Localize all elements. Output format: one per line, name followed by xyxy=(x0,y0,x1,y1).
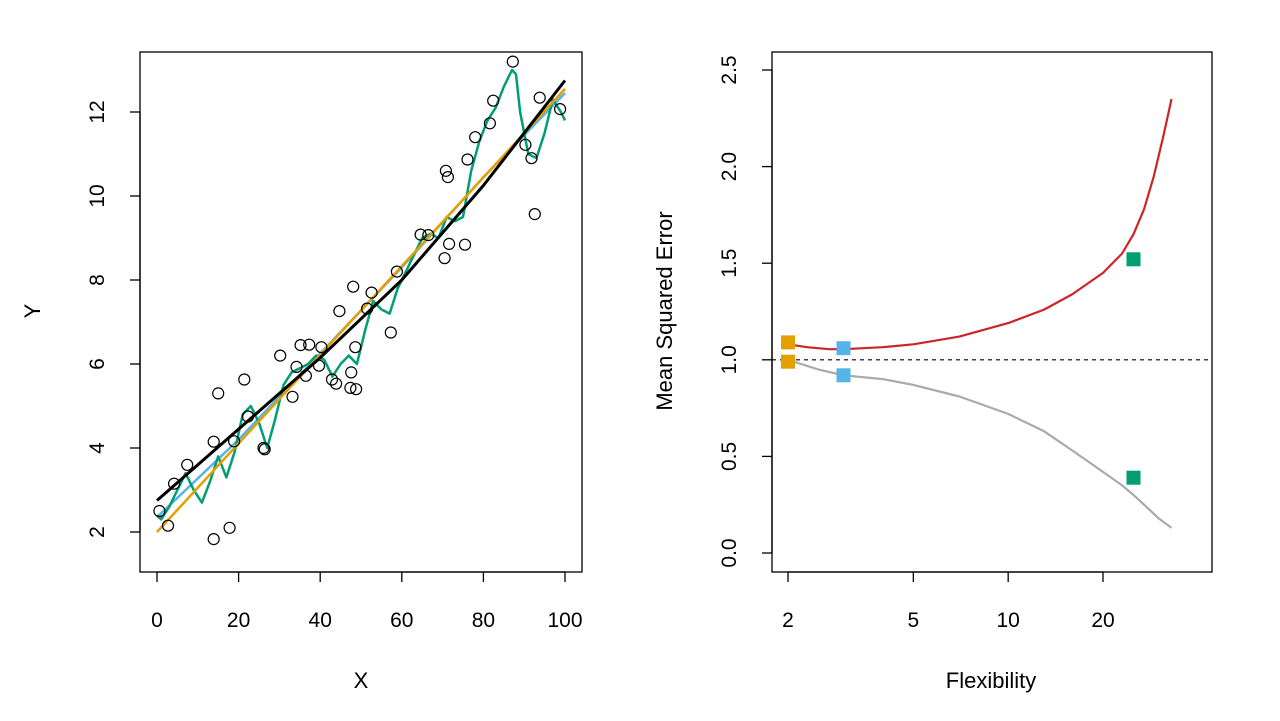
data-point xyxy=(443,237,456,250)
data-point xyxy=(207,532,220,546)
data-point xyxy=(290,360,303,373)
right-x-axis-label: Flexibility xyxy=(946,668,1036,693)
data-point xyxy=(315,341,328,354)
true-function-line xyxy=(156,79,567,502)
left-x-tick-label: 40 xyxy=(309,609,332,632)
data-point xyxy=(528,208,541,221)
right-y-tick-label: 0.0 xyxy=(718,538,741,567)
data-point xyxy=(330,377,343,390)
test-mse-curve xyxy=(787,98,1173,351)
data-point xyxy=(525,152,538,165)
data-point xyxy=(414,228,427,241)
square-marker xyxy=(836,368,851,383)
square-marker xyxy=(1126,252,1141,267)
data-point xyxy=(361,302,374,315)
data-point xyxy=(365,286,378,299)
data-point xyxy=(294,339,307,352)
right-y-tick-label: 2.0 xyxy=(718,152,741,181)
data-point xyxy=(347,280,360,293)
data-point xyxy=(274,349,287,362)
right-y-tick-label: 2.5 xyxy=(718,55,741,84)
data-point xyxy=(345,366,358,379)
data-point xyxy=(469,131,482,144)
data-point xyxy=(519,138,532,151)
data-point xyxy=(344,381,357,394)
data-point xyxy=(350,383,363,396)
data-point xyxy=(533,91,546,104)
right-x-tick-label: 20 xyxy=(1091,609,1114,632)
data-point xyxy=(438,252,451,265)
data-point xyxy=(257,441,270,455)
right-y-tick-label: 0.5 xyxy=(718,442,741,471)
square-marker xyxy=(781,335,795,350)
left-y-tick-label: 12 xyxy=(86,100,109,123)
data-point xyxy=(461,153,474,166)
left-y-tick-label: 4 xyxy=(86,442,109,454)
left-x-tick-label: 80 xyxy=(472,609,495,632)
square-marker xyxy=(1126,470,1141,485)
left-x-axis-label: X xyxy=(354,668,369,693)
data-point xyxy=(441,171,454,184)
data-point xyxy=(286,390,299,403)
right-x-tick-label: 5 xyxy=(908,609,920,632)
left-y-tick-label: 8 xyxy=(86,274,109,286)
data-point xyxy=(153,504,166,518)
data-point xyxy=(349,341,362,354)
data-point xyxy=(487,94,500,107)
square-marker xyxy=(781,354,795,369)
data-point xyxy=(422,229,435,242)
right-x-tick-label: 2 xyxy=(782,609,794,632)
left-x-tick-label: 100 xyxy=(547,609,582,632)
left-x-tick-label: 60 xyxy=(390,609,413,632)
data-point xyxy=(506,55,519,68)
left-y-axis-label: Y xyxy=(20,303,45,318)
left-y-tick-label: 6 xyxy=(86,358,109,370)
data-point xyxy=(161,519,175,532)
right-plot-frame xyxy=(771,51,1213,573)
data-point xyxy=(228,435,241,448)
data-point xyxy=(439,164,452,177)
training-mse-curve xyxy=(787,358,1173,529)
data-point xyxy=(168,477,181,490)
wiggly-fit-line xyxy=(156,68,567,521)
right-y-axis-label: Mean Squared Error xyxy=(652,211,677,410)
data-point xyxy=(223,521,236,534)
left-y-tick-label: 2 xyxy=(86,526,109,538)
data-point xyxy=(333,305,346,318)
data-point xyxy=(258,443,271,456)
left-y-tick-label: 10 xyxy=(86,184,109,207)
data-point xyxy=(299,369,312,382)
left-scatter-panel: 0 20 40 60 80 100 2 4 6 8 10 12 X Y xyxy=(20,51,583,693)
data-point xyxy=(238,373,251,386)
right-x-tick-label: 10 xyxy=(996,609,1019,632)
data-point xyxy=(390,265,403,278)
right-mse-panel: 2 5 10 20 0.0 0.5 1.0 1.5 2.0 2.5 Flexibility Mea… xyxy=(652,51,1213,693)
right-y-tick-label: 1.5 xyxy=(718,249,741,278)
data-point xyxy=(553,102,567,116)
data-point xyxy=(181,458,194,471)
left-x-tick-label: 20 xyxy=(227,609,250,632)
data-point xyxy=(325,373,339,386)
data-point xyxy=(312,359,326,372)
data-point xyxy=(458,238,472,251)
square-marker xyxy=(836,341,851,356)
data-point xyxy=(384,326,397,339)
right-y-tick-label: 1.0 xyxy=(718,345,741,374)
data-point xyxy=(483,117,496,130)
data-point xyxy=(241,410,255,423)
linear-fit-line xyxy=(156,88,566,533)
left-x-tick-label: 0 xyxy=(151,609,163,632)
data-point xyxy=(303,338,316,351)
data-point xyxy=(207,435,220,448)
data-point xyxy=(212,387,225,400)
